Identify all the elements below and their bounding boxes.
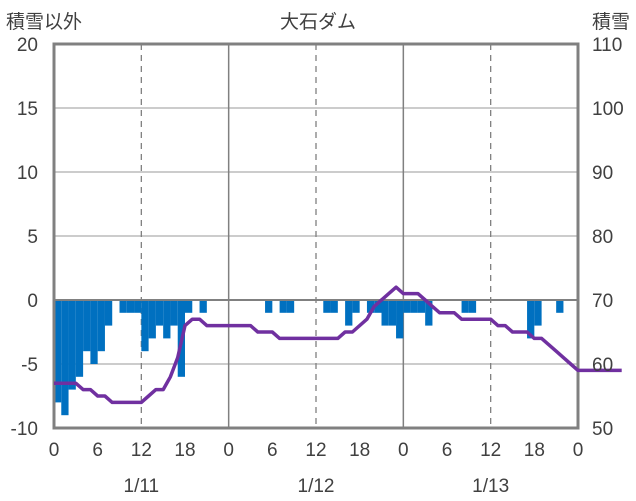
right-tick-label: 110 xyxy=(592,35,622,56)
bar xyxy=(417,300,426,313)
date-label: 1/12 xyxy=(298,476,335,497)
bar xyxy=(374,300,382,313)
bar xyxy=(286,300,295,313)
bar xyxy=(90,300,98,364)
left-tick-label: 20 xyxy=(17,35,38,56)
right-axis-label: 積雪 xyxy=(592,11,630,33)
x-tick-label: 0 xyxy=(398,440,409,461)
date-label: 1/13 xyxy=(472,476,509,497)
left-axis-label: 積雪以外 xyxy=(6,11,82,33)
left-tick-label: 0 xyxy=(27,291,38,312)
x-tick-label: 0 xyxy=(49,440,60,461)
left-tick-label: -5 xyxy=(21,355,38,376)
line-series xyxy=(54,285,622,405)
bar xyxy=(468,300,477,313)
right-tick-label: 70 xyxy=(592,291,613,312)
bar xyxy=(527,300,535,339)
bar xyxy=(461,300,469,313)
bar xyxy=(265,300,273,313)
bar xyxy=(97,300,105,352)
bar xyxy=(185,300,193,313)
x-tick-label: 6 xyxy=(267,440,278,461)
right-tick-label: 60 xyxy=(592,355,613,376)
bar xyxy=(155,300,164,326)
x-tick-label: 12 xyxy=(480,440,501,461)
x-tick-label: 6 xyxy=(442,440,453,461)
right-tick-label: 80 xyxy=(592,227,613,248)
bar xyxy=(352,300,360,313)
bar xyxy=(534,300,542,326)
x-tick-label: 0 xyxy=(223,440,234,461)
bar xyxy=(388,300,397,326)
x-tick-label: 18 xyxy=(349,440,370,461)
bar xyxy=(425,300,433,326)
bar xyxy=(126,300,135,313)
bar xyxy=(403,300,411,313)
axes xyxy=(52,42,580,430)
bar xyxy=(75,300,84,377)
x-tick-label: 12 xyxy=(305,440,326,461)
bar xyxy=(148,300,156,339)
bar xyxy=(119,300,127,313)
bar xyxy=(134,300,142,313)
bar xyxy=(163,300,171,339)
bar-series xyxy=(54,300,564,416)
bar xyxy=(54,300,62,403)
bar xyxy=(104,300,113,326)
chart-title: 大石ダム xyxy=(280,11,356,33)
gridlines xyxy=(54,44,578,428)
right-tick-label: 100 xyxy=(592,99,624,120)
bar xyxy=(68,300,76,390)
left-tick-label: -10 xyxy=(11,419,38,440)
bar xyxy=(199,300,207,313)
bar xyxy=(396,300,404,339)
plot-frame xyxy=(52,42,580,430)
right-tick-label: 90 xyxy=(592,163,613,184)
bar xyxy=(345,300,353,326)
bar xyxy=(323,300,331,313)
bar xyxy=(410,300,418,313)
bar xyxy=(83,300,91,352)
bar xyxy=(61,300,69,416)
bar xyxy=(170,300,178,326)
x-tick-label: 18 xyxy=(174,440,195,461)
bar xyxy=(279,300,287,313)
bar xyxy=(141,300,149,352)
x-tick-label: 12 xyxy=(131,440,152,461)
date-label: 1/11 xyxy=(124,476,160,497)
snow-depth-line xyxy=(54,285,622,405)
bar xyxy=(330,300,338,313)
left-tick-label: 15 xyxy=(17,99,38,120)
bar xyxy=(366,300,375,313)
x-tick-label: 18 xyxy=(524,440,545,461)
x-tick-label: 6 xyxy=(92,440,103,461)
left-tick-label: 5 xyxy=(27,227,38,248)
x-tick-label: 0 xyxy=(573,440,584,461)
bar xyxy=(556,300,564,313)
right-tick-label: 50 xyxy=(592,419,613,440)
bar xyxy=(381,300,389,326)
left-tick-label: 10 xyxy=(17,163,38,184)
